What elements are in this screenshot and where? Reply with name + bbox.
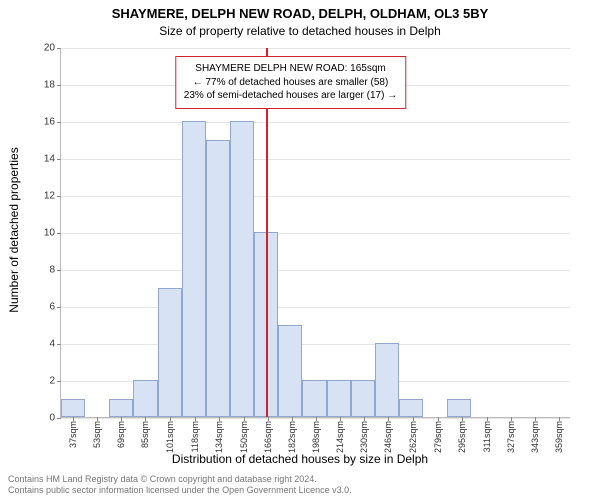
xtick-label: 246sqm bbox=[383, 421, 393, 453]
histogram-bar bbox=[230, 121, 254, 417]
footer-attribution: Contains HM Land Registry data © Crown c… bbox=[8, 474, 352, 496]
gridline-h bbox=[61, 159, 570, 160]
histogram-bar bbox=[447, 399, 471, 418]
xtick-label: 182sqm bbox=[287, 421, 297, 453]
ytick-mark bbox=[57, 270, 61, 271]
xtick-label: 230sqm bbox=[359, 421, 369, 453]
annotation-line-3: 23% of semi-detached houses are larger (… bbox=[184, 89, 397, 103]
histogram-bar bbox=[158, 288, 182, 418]
ytick-label: 12 bbox=[44, 191, 55, 202]
histogram-bar bbox=[182, 121, 206, 417]
ytick-mark bbox=[57, 48, 61, 49]
histogram-bar bbox=[399, 399, 423, 418]
ytick-label: 16 bbox=[44, 117, 55, 128]
ytick-mark bbox=[57, 307, 61, 308]
histogram-bar bbox=[109, 399, 133, 418]
footer-line-1: Contains HM Land Registry data © Crown c… bbox=[8, 474, 352, 485]
xtick-label: 37sqm bbox=[68, 421, 78, 448]
xtick-label: 69sqm bbox=[116, 421, 126, 448]
histogram-bar bbox=[278, 325, 302, 418]
xtick-label: 134sqm bbox=[214, 421, 224, 453]
gridline-h bbox=[61, 307, 570, 308]
ytick-mark bbox=[57, 122, 61, 123]
xtick-label: 262sqm bbox=[408, 421, 418, 453]
ytick-label: 2 bbox=[49, 376, 55, 387]
xtick-label: 279sqm bbox=[433, 421, 443, 453]
gridline-h bbox=[61, 48, 570, 49]
x-axis-label: Distribution of detached houses by size … bbox=[0, 452, 600, 466]
ytick-label: 18 bbox=[44, 80, 55, 91]
chart-title-sub: Size of property relative to detached ho… bbox=[0, 24, 600, 38]
ytick-label: 0 bbox=[49, 413, 55, 424]
ytick-mark bbox=[57, 344, 61, 345]
xtick-label: 327sqm bbox=[506, 421, 516, 453]
xtick-label: 85sqm bbox=[140, 421, 150, 448]
xtick-label: 311sqm bbox=[482, 421, 492, 452]
ytick-mark bbox=[57, 196, 61, 197]
xtick-label: 118sqm bbox=[190, 421, 200, 452]
histogram-bar bbox=[133, 380, 157, 417]
histogram-bar bbox=[61, 399, 85, 418]
xtick-label: 150sqm bbox=[239, 421, 249, 453]
gridline-h bbox=[61, 122, 570, 123]
ytick-mark bbox=[57, 159, 61, 160]
ytick-label: 6 bbox=[49, 302, 55, 313]
xtick-label: 166sqm bbox=[263, 421, 273, 453]
xtick-label: 214sqm bbox=[335, 421, 345, 453]
xtick-label: 359sqm bbox=[554, 421, 564, 453]
ytick-mark bbox=[57, 85, 61, 86]
footer-line-2: Contains public sector information licen… bbox=[8, 485, 352, 496]
ytick-label: 20 bbox=[44, 43, 55, 54]
annotation-box: SHAYMERE DELPH NEW ROAD: 165sqm← 77% of … bbox=[175, 56, 406, 109]
gridline-h bbox=[61, 233, 570, 234]
histogram-bar bbox=[375, 343, 399, 417]
ytick-mark bbox=[57, 233, 61, 234]
xtick-label: 198sqm bbox=[311, 421, 321, 453]
chart-container: SHAYMERE, DELPH NEW ROAD, DELPH, OLDHAM,… bbox=[0, 0, 600, 500]
xtick-label: 295sqm bbox=[457, 421, 467, 453]
histogram-bar bbox=[351, 380, 375, 417]
histogram-bar bbox=[302, 380, 326, 417]
xtick-label: 101sqm bbox=[165, 421, 175, 453]
gridline-h bbox=[61, 344, 570, 345]
gridline-h bbox=[61, 270, 570, 271]
ytick-label: 10 bbox=[44, 228, 55, 239]
ytick-label: 4 bbox=[49, 339, 55, 350]
ytick-label: 8 bbox=[49, 265, 55, 276]
histogram-bar bbox=[206, 140, 230, 418]
gridline-h bbox=[61, 196, 570, 197]
xtick-label: 53sqm bbox=[92, 421, 102, 448]
chart-title-main: SHAYMERE, DELPH NEW ROAD, DELPH, OLDHAM,… bbox=[0, 6, 600, 21]
y-axis-label: Number of detached properties bbox=[7, 147, 21, 312]
ytick-mark bbox=[57, 418, 61, 419]
ytick-mark bbox=[57, 381, 61, 382]
xtick-label: 343sqm bbox=[530, 421, 540, 453]
plot-area: 0246810121416182037sqm53sqm69sqm85sqm101… bbox=[60, 48, 570, 418]
ytick-label: 14 bbox=[44, 154, 55, 165]
annotation-line-2: ← 77% of detached houses are smaller (58… bbox=[184, 76, 397, 90]
annotation-line-1: SHAYMERE DELPH NEW ROAD: 165sqm bbox=[184, 62, 397, 76]
histogram-bar bbox=[327, 380, 351, 417]
